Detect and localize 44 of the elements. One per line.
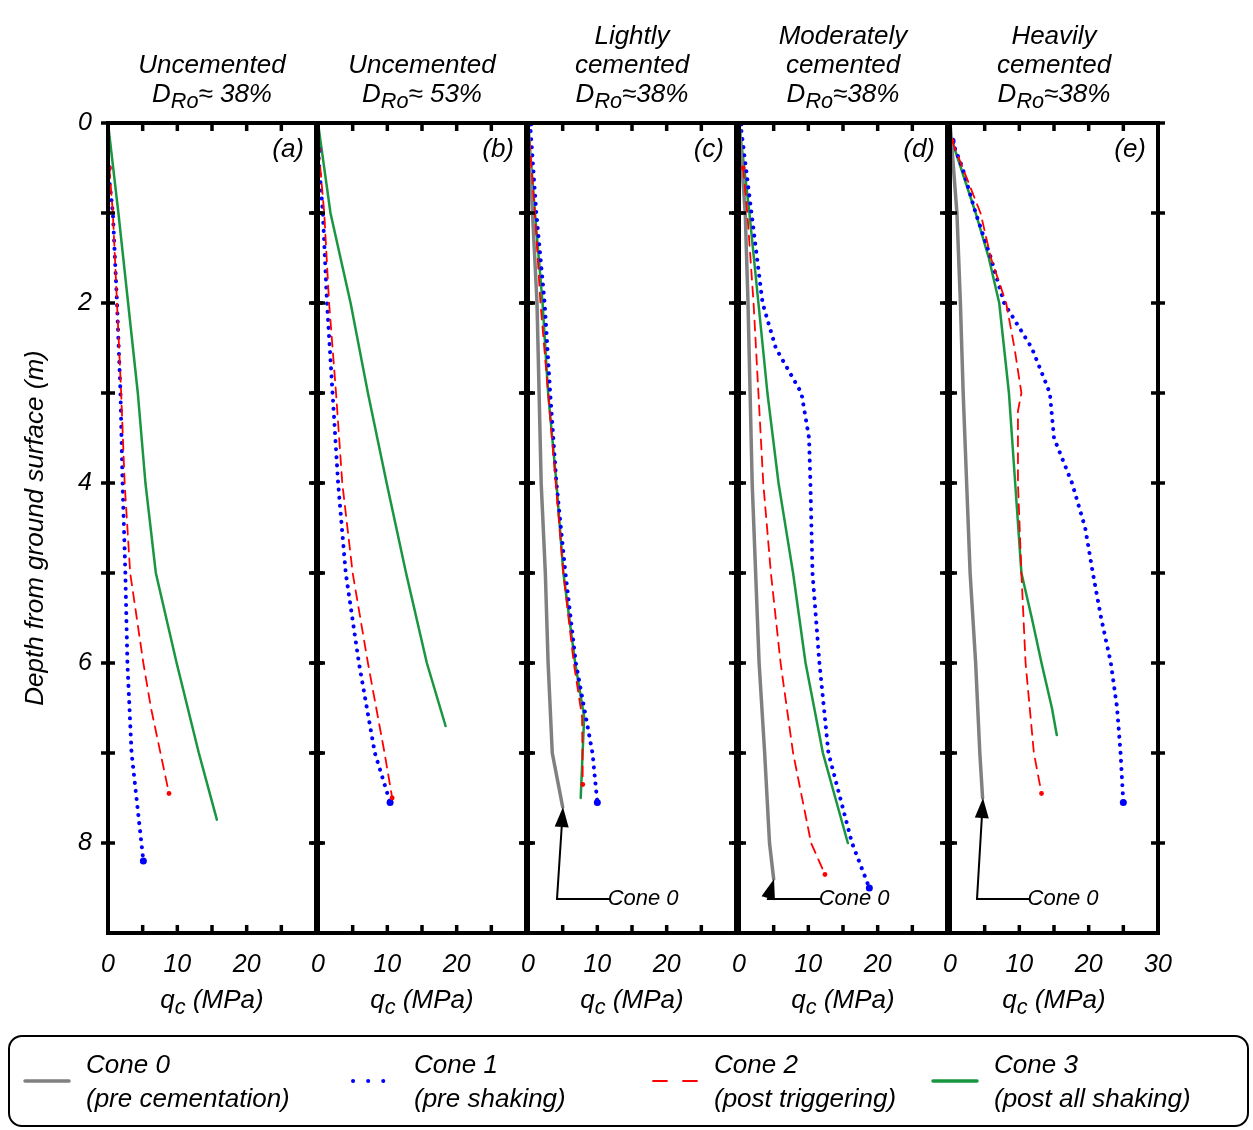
y-tick-label: 2 xyxy=(77,286,93,315)
x-tick-label: 20 xyxy=(1073,949,1103,978)
annotation: (a) xyxy=(272,133,304,164)
x-tick-label: 10 xyxy=(373,949,402,978)
annotation: Cone 0 xyxy=(607,885,680,911)
x-axis-title: q$_{c}$ (MPa) xyxy=(369,984,475,1022)
x-tick-label: 10 xyxy=(794,949,823,978)
x-tick-label: 10 xyxy=(1005,949,1034,978)
annotation: (e) xyxy=(1114,133,1146,164)
chart-title: Uncemented D$_{Ro}$≈ 38% xyxy=(138,48,286,115)
x-tick-label: 20 xyxy=(651,949,681,978)
y-tick-label: 4 xyxy=(78,466,92,495)
chart-title: Moderately cemented D$_{Ro}$≈38% xyxy=(778,19,908,115)
y-tick-label: 8 xyxy=(78,826,93,855)
x-tick-label: 0 xyxy=(732,949,747,978)
x-tick-label: 0 xyxy=(943,949,958,978)
annotation: (c) xyxy=(693,133,724,164)
chart-title: Uncemented D$_{Ro}$≈ 53% xyxy=(348,48,496,115)
x-tick-label: 20 xyxy=(231,949,261,978)
x-tick-label: 0 xyxy=(521,949,536,978)
x-tick-label: 0 xyxy=(311,949,326,978)
annotation: (d) xyxy=(903,133,935,164)
y-axis-title: Depth from ground surface (m) xyxy=(19,350,50,706)
x-axis-title: q$_{c}$ (MPa) xyxy=(579,984,685,1022)
x-axis-title: q$_{c}$ (MPa) xyxy=(159,984,265,1022)
y-tick-label: 6 xyxy=(78,646,93,675)
x-axis-title: q$_{c}$ (MPa) xyxy=(790,984,896,1022)
x-tick-label: 30 xyxy=(1144,949,1172,978)
x-tick-label: 10 xyxy=(583,949,612,978)
x-tick-label: 20 xyxy=(441,949,471,978)
legend-label: Cone 2 (post triggering) xyxy=(714,1048,897,1115)
x-axis-title: q$_{c}$ (MPa) xyxy=(1001,984,1107,1022)
legend-label: Cone 0 (pre cementation) xyxy=(86,1048,290,1115)
legend-label: Cone 3 (post all shaking) xyxy=(994,1048,1191,1115)
annotation: (b) xyxy=(482,133,514,164)
annotation: Cone 0 xyxy=(1027,885,1100,911)
chart-title: Lightly cemented D$_{Ro}$≈38% xyxy=(574,19,690,115)
legend-label: Cone 1 (pre shaking) xyxy=(414,1048,566,1115)
x-tick-label: 20 xyxy=(862,949,892,978)
y-tick-label: 0 xyxy=(78,106,93,135)
chart-title: Heavily cemented D$_{Ro}$≈38% xyxy=(996,19,1112,115)
x-tick-label: 10 xyxy=(163,949,192,978)
x-tick-label: 0 xyxy=(101,949,116,978)
annotation: Cone 0 xyxy=(818,885,891,911)
